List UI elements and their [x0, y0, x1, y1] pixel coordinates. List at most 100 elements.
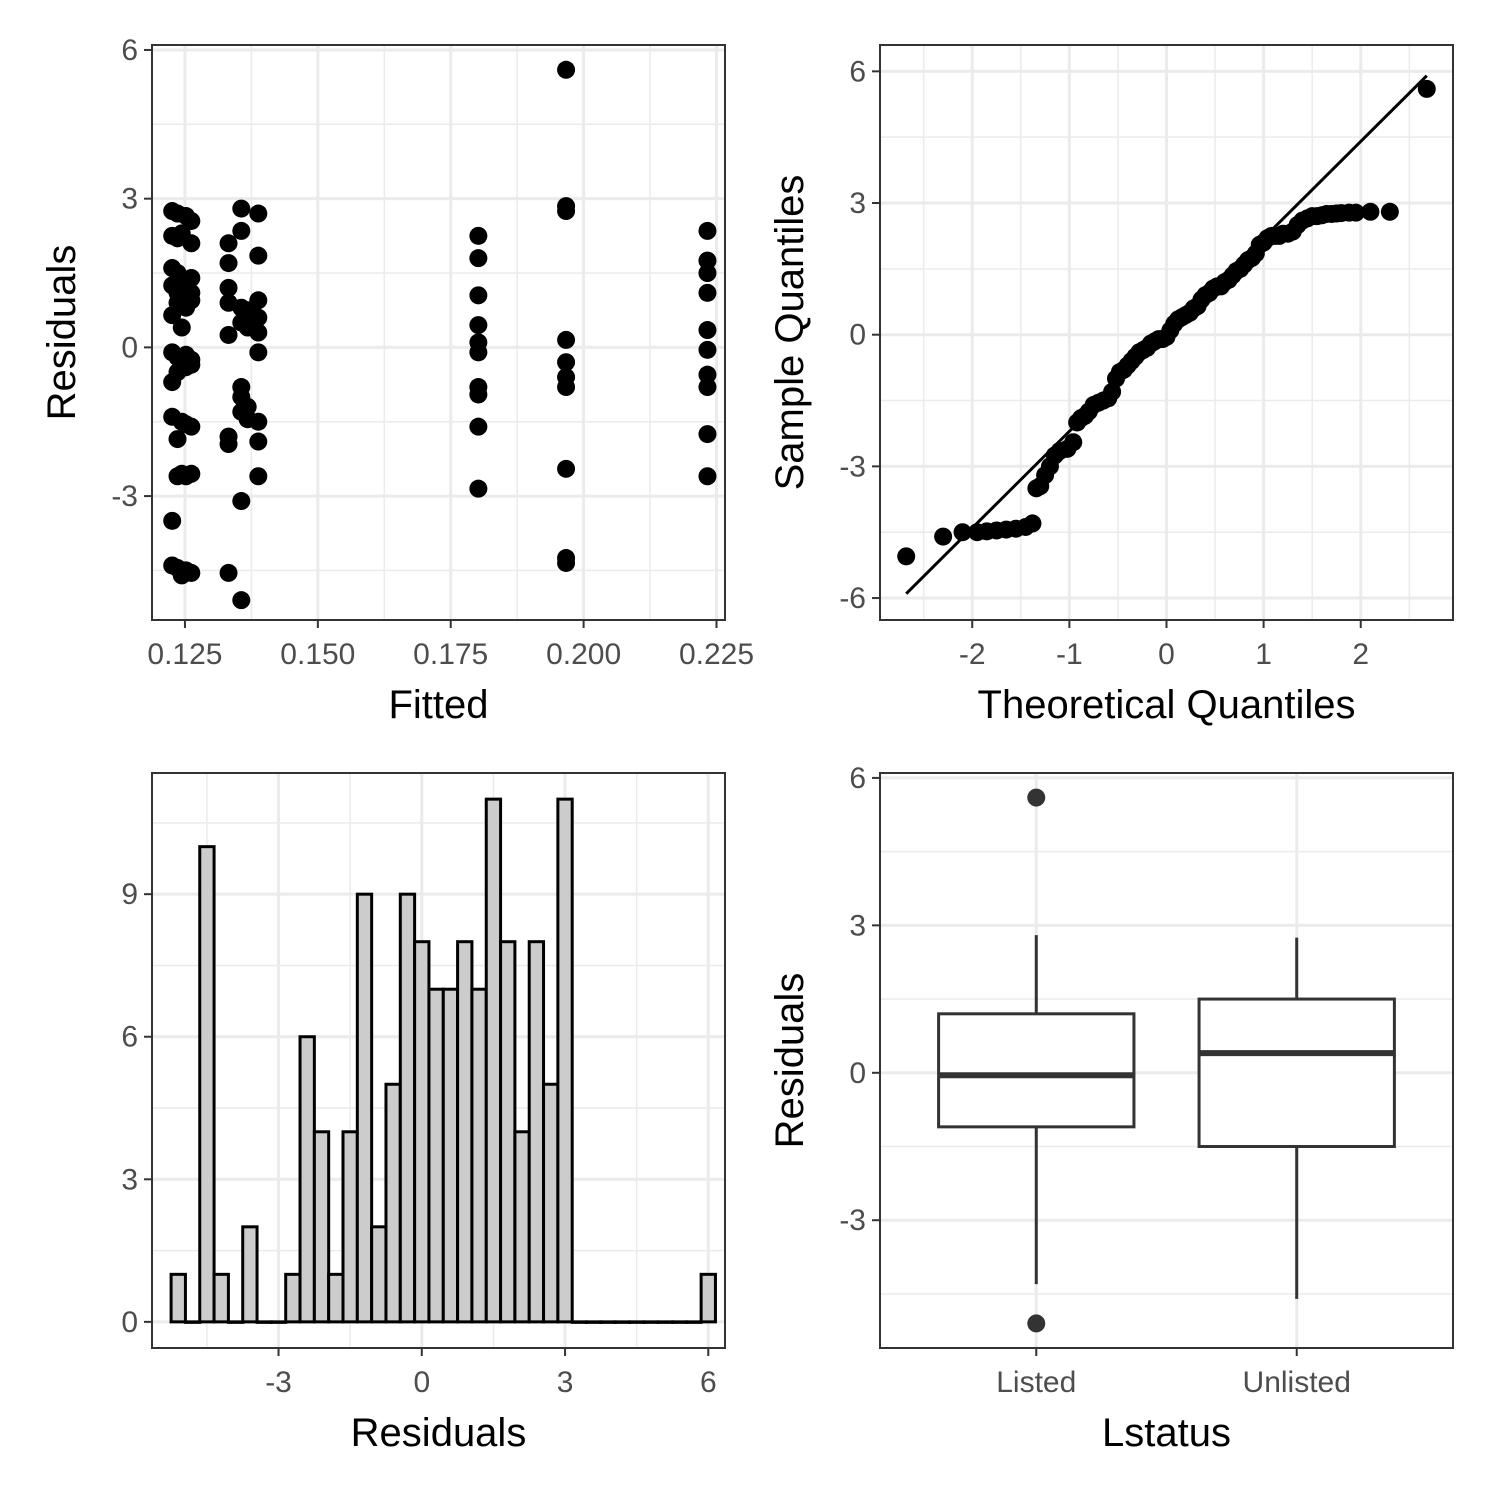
- normal-qq-panel: -6 -3 0 3 6 -2 -1 0 1 2 Theoretical Quantiles Sam…: [768, 44, 1454, 727]
- y-tick-label: 3: [849, 909, 866, 942]
- x-tick-label: 2: [1352, 638, 1369, 671]
- scatter-point: [469, 226, 488, 245]
- qq-point: [1023, 514, 1042, 533]
- histogram-bar: [327, 1272, 345, 1324]
- histogram-bar: [441, 987, 460, 1324]
- qq-point: [1346, 203, 1365, 222]
- scatter-point: [249, 204, 268, 223]
- scatter-point: [469, 316, 488, 335]
- x-tick-label: Unlisted: [1243, 1366, 1351, 1399]
- histogram-bar: [656, 1320, 674, 1324]
- qq-point: [1064, 433, 1083, 452]
- scatter-point: [698, 251, 717, 270]
- scatter-point: [698, 221, 717, 240]
- scatter-point: [238, 397, 257, 416]
- scatter-point: [172, 318, 191, 337]
- residuals-vs-fitted-x-axis-title: Fitted: [388, 683, 488, 727]
- scatter-point: [249, 291, 268, 310]
- scatter-point: [249, 432, 268, 451]
- scatter-point: [232, 492, 251, 511]
- x-tick-label: 0.225: [679, 638, 754, 671]
- histogram-bar: [513, 1130, 531, 1324]
- scatter-point: [182, 355, 201, 374]
- scatter-point: [249, 323, 268, 342]
- scatter-point: [249, 467, 268, 486]
- qq-point: [934, 527, 953, 546]
- scatter-point: [249, 412, 268, 431]
- y-tick-label: 3: [121, 183, 138, 216]
- residual-histogram-axes: 0 3 6 9 -3 0 3 6: [121, 878, 716, 1399]
- y-tick-label: 6: [849, 55, 866, 88]
- histogram-bar: [212, 1272, 230, 1324]
- scatter-point: [182, 417, 201, 436]
- y-tick-label: -6: [839, 582, 866, 615]
- residual-histogram-panel-border: [151, 772, 726, 1349]
- y-tick-label: 0: [849, 1057, 866, 1090]
- qq-point: [1380, 202, 1399, 221]
- x-tick-label: -3: [265, 1366, 292, 1399]
- residual-histogram-bars: [169, 797, 717, 1324]
- histogram-bar: [685, 1320, 703, 1324]
- scatter-point: [469, 479, 488, 498]
- residuals-by-lstatus-axes: -3 0 3 6 Listed Unlisted: [839, 762, 1351, 1399]
- y-tick-label: 3: [849, 187, 866, 220]
- normal-qq-axes: -6 -3 0 3 6 -2 -1 0 1 2: [839, 55, 1369, 671]
- y-tick-label: -3: [839, 1204, 866, 1237]
- residuals-vs-fitted-points: [163, 60, 717, 610]
- histogram-bar: [527, 940, 546, 1324]
- scatter-point: [469, 249, 488, 268]
- scatter-point: [557, 378, 576, 397]
- box-iqr: [1197, 997, 1396, 1149]
- qq-reference-line: [905, 74, 1428, 595]
- histogram-bar: [470, 987, 488, 1324]
- x-tick-label: 6: [700, 1366, 717, 1399]
- scatter-point: [249, 343, 268, 362]
- histogram-bar: [628, 1320, 646, 1324]
- histogram-bar: [456, 940, 474, 1324]
- histogram-bar: [241, 1225, 259, 1324]
- scatter-point: [232, 591, 251, 610]
- y-tick-label: 9: [121, 878, 138, 911]
- scatter-point: [249, 308, 268, 327]
- residuals-by-lstatus-panel: -3 0 3 6 Listed Unlisted Lstatus Residuals: [768, 762, 1454, 1455]
- histogram-bar: [398, 892, 417, 1324]
- scatter-point: [557, 553, 576, 572]
- y-tick-label: 3: [121, 1163, 138, 1196]
- histogram-bar: [413, 940, 431, 1324]
- scatter-point: [469, 343, 488, 362]
- scatter-point: [698, 340, 717, 359]
- scatter-point: [219, 234, 238, 253]
- histogram-bar: [169, 1272, 187, 1324]
- histogram-bar: [312, 1130, 331, 1324]
- histogram-bar: [355, 892, 374, 1324]
- histogram-bar: [298, 1035, 316, 1324]
- scatter-point: [557, 60, 576, 79]
- normal-qq-points: [897, 74, 1436, 595]
- y-tick-label: -3: [111, 480, 138, 513]
- scatter-point: [219, 325, 238, 344]
- scatter-point: [219, 435, 238, 454]
- scatter-point: [182, 268, 201, 287]
- histogram-bar: [198, 845, 216, 1324]
- residual-histogram-x-axis-title: Residuals: [351, 1411, 527, 1455]
- qq-point: [953, 523, 972, 542]
- scatter-point: [232, 221, 251, 240]
- y-tick-label: 6: [121, 34, 138, 67]
- y-tick-label: 0: [121, 331, 138, 364]
- residuals-by-lstatus-boxes: [937, 788, 1396, 1333]
- residual-histogram-panel: 0 3 6 9 -3 0 3 6 Residuals: [121, 772, 726, 1455]
- histogram-bar: [226, 1320, 245, 1324]
- scatter-point: [698, 264, 717, 283]
- histogram-bar: [642, 1320, 660, 1324]
- scatter-point: [557, 353, 576, 372]
- residuals-vs-fitted-axes: -3 0 3 6 0.125 0.150 0.175 0.200 0.225: [111, 34, 754, 671]
- residuals-vs-fitted-plot-area: [152, 45, 725, 620]
- histogram-bar: [284, 1272, 302, 1324]
- scatter-point: [698, 467, 717, 486]
- y-tick-label: 6: [849, 762, 866, 795]
- box-outlier: [1027, 788, 1046, 807]
- x-tick-label: -1: [1056, 638, 1083, 671]
- y-tick-label: -3: [839, 450, 866, 483]
- histogram-bar: [484, 797, 503, 1324]
- histogram-bar: [499, 940, 517, 1324]
